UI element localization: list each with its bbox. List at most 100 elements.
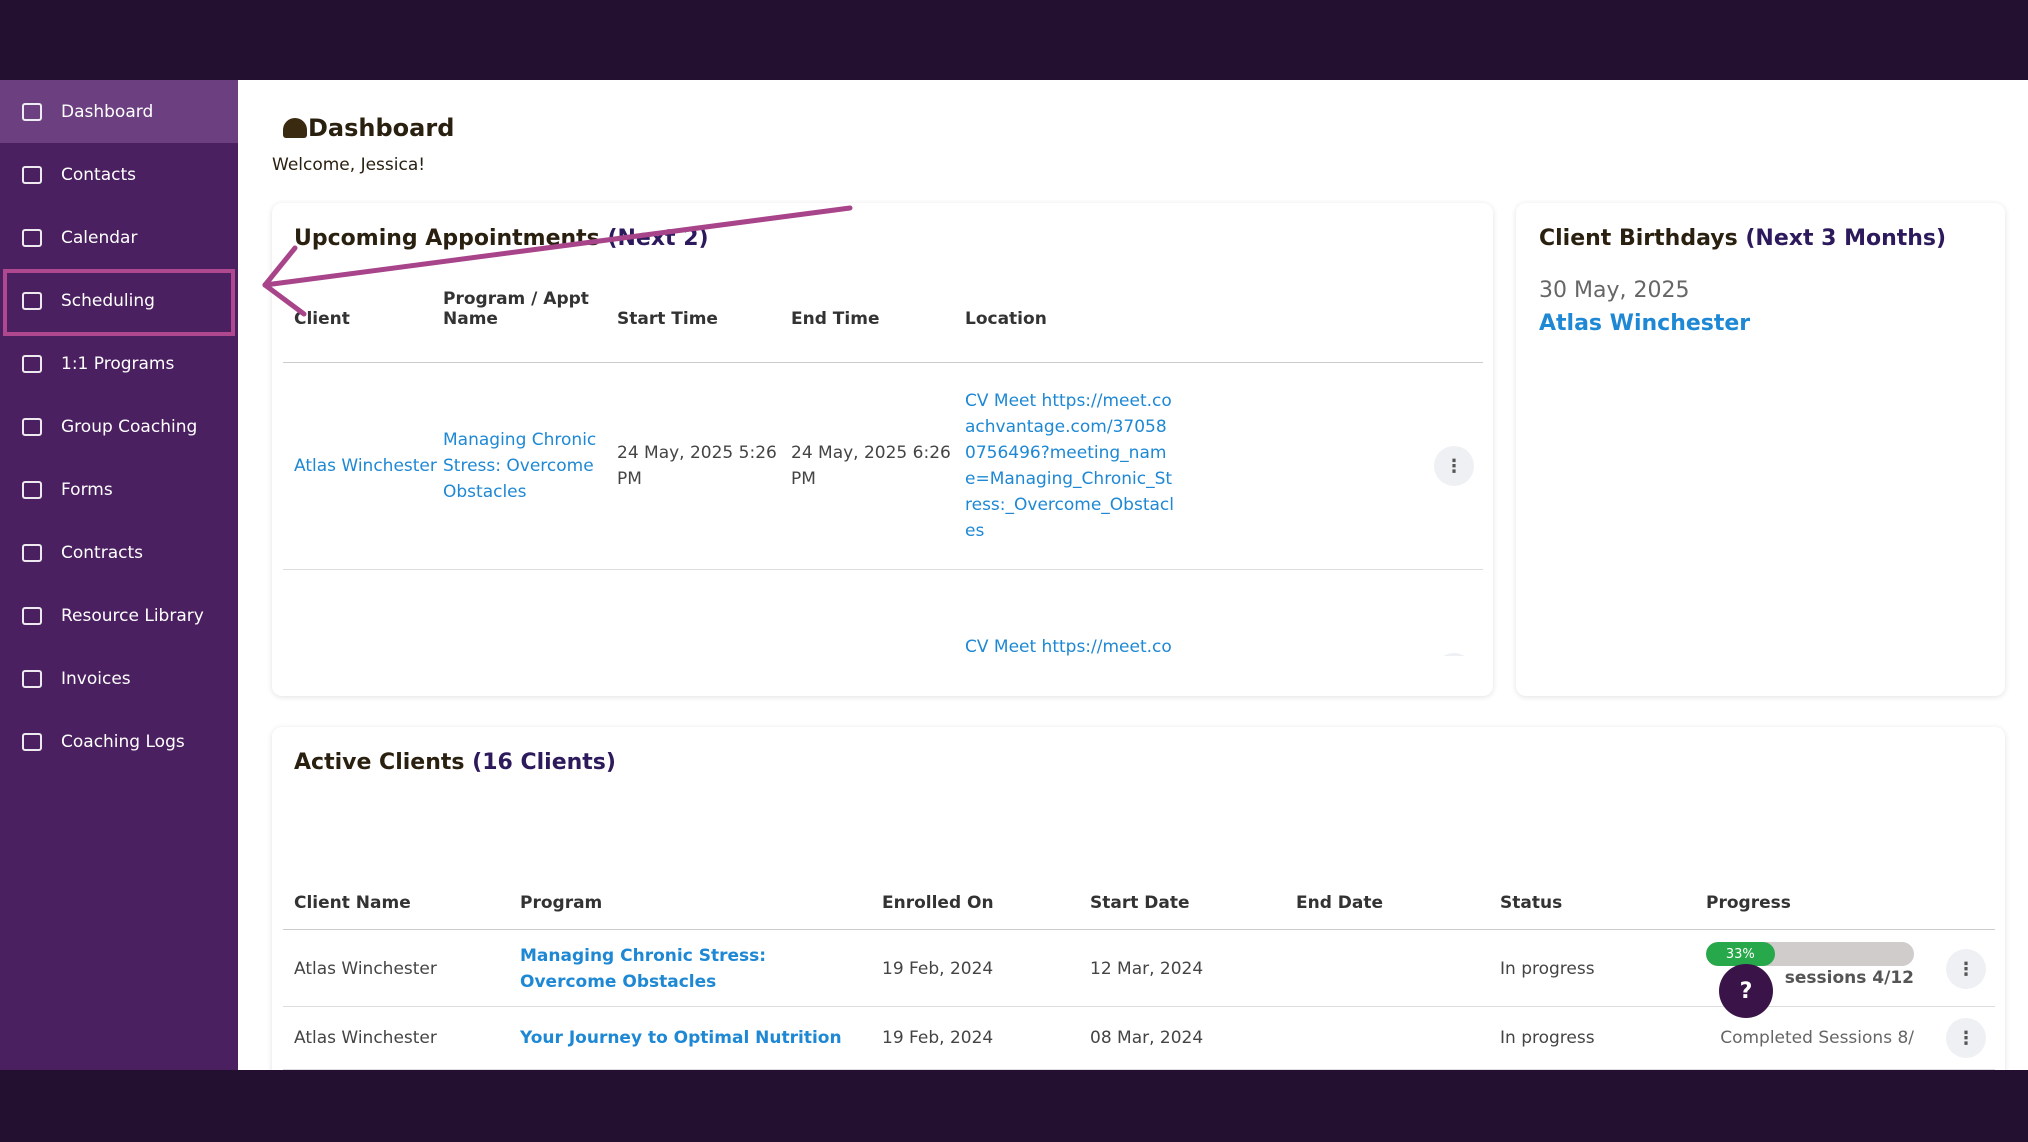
nav-icon	[22, 291, 42, 310]
nav-item[interactable]: Calendar	[0, 206, 238, 269]
cell: 12 Mar, 2024	[1090, 959, 1204, 979]
title-suffix: (16 Clients)	[472, 750, 616, 775]
cell: 19 Feb, 2024	[882, 1028, 994, 1048]
nav-label: Invoices	[61, 668, 131, 689]
cell: 24 May, 2025 5:26 PM	[617, 363, 787, 569]
cell: Atlas Winchester	[294, 1028, 437, 1048]
nav-icon	[22, 480, 42, 499]
progress-track: 33%	[1706, 942, 1914, 966]
top-bar	[0, 0, 2028, 80]
cell-text: CV Meet https://meet.coachvantage.com/37…	[965, 391, 1174, 541]
card-title: Active Clients (16 Clients)	[294, 750, 616, 775]
progress-fill: 33%	[1706, 942, 1775, 966]
cell	[791, 570, 961, 656]
nav-item[interactable]: Forms	[0, 458, 238, 521]
column-header: End Date	[1296, 893, 1384, 913]
progress-label: 33%	[1725, 946, 1755, 962]
nav-icon	[22, 606, 42, 625]
bottom-bar	[0, 1070, 2028, 1142]
column-header: Client Name	[294, 893, 411, 913]
cell: CV Meet https://meet.coachvantage.com/37…	[965, 363, 1175, 569]
nav-item[interactable]: 1:1 Programs	[0, 332, 238, 395]
card-title: Upcoming Appointments (Next 2)	[294, 226, 709, 251]
nav-item[interactable]: Dashboard	[0, 80, 238, 143]
nav-label: 1:1 Programs	[61, 353, 175, 374]
nav-icon	[22, 102, 42, 121]
page-title: Dashboard	[308, 114, 455, 142]
birthday-date: 30 May, 2025	[1539, 278, 1690, 303]
nav-icon	[22, 732, 42, 751]
nav-icon	[22, 354, 42, 373]
nav-item[interactable]: Resource Library	[0, 584, 238, 647]
birthdays-card: Client Birthdays (Next 3 Months) 30 May,…	[1516, 203, 2005, 696]
column-header: End Time	[791, 309, 880, 329]
column-header: Start Time	[617, 309, 718, 329]
title: Active Clients	[294, 750, 465, 775]
nav-icon	[22, 543, 42, 562]
nav-label: Resource Library	[61, 605, 204, 626]
nav-item[interactable]: Contracts	[0, 521, 238, 584]
clients-card: Active Clients (16 Clients) Client Name P…	[272, 727, 2005, 1070]
nav-label: Group Coaching	[61, 416, 198, 437]
row-menu[interactable]: ⋮	[1946, 949, 1986, 989]
row-menu[interactable]: ⋮	[1434, 446, 1474, 486]
separator	[283, 362, 1483, 363]
appointments-card: Upcoming Appointments (Next 2) Atlas Win…	[272, 203, 1493, 696]
nav-label: Forms	[61, 479, 113, 500]
column-header: Progress	[1706, 893, 1791, 913]
column-header: Enrolled On	[882, 893, 994, 913]
title-suffix: (Next 2)	[607, 226, 709, 251]
title: Upcoming Appointments	[294, 226, 600, 251]
title-suffix: (Next 3 Months)	[1745, 226, 1947, 251]
cell: In progress	[1500, 959, 1595, 979]
row-menu[interactable]: ⋮	[1434, 653, 1474, 656]
separator	[283, 1069, 1995, 1070]
cell	[294, 570, 464, 656]
welcome: Welcome, Jessica!	[272, 155, 426, 175]
cell: 19 Feb, 2024	[882, 959, 994, 979]
cell: Your Journey to Optimal Nutrition	[520, 1028, 842, 1048]
nav-item[interactable]: Coaching Logs	[0, 710, 238, 773]
nav-label: Coaching Logs	[61, 731, 185, 752]
nav-item[interactable]: Invoices	[0, 647, 238, 710]
cell: 08 Mar, 2024	[1090, 1028, 1204, 1048]
nav-label: Contracts	[61, 542, 143, 563]
nav-label: Calendar	[61, 227, 138, 248]
nav-item[interactable]: Group Coaching	[0, 395, 238, 458]
help-button[interactable]: ?	[1719, 964, 1773, 1018]
nav-label: Scheduling	[61, 290, 155, 311]
cell-text: 24 May, 2025 5:26 PM	[617, 443, 777, 489]
cell-text: Managing Chronic Stress: Overcome Obstac…	[443, 430, 597, 502]
cell: Managing Chronic Stress: Overcome Obstac…	[520, 946, 767, 992]
nav-label: Dashboard	[61, 101, 154, 122]
sessions: Completed Sessions 8/	[1720, 1028, 1914, 1048]
nav-icon	[22, 228, 42, 247]
cell: In progress	[1500, 1028, 1595, 1048]
appointments-scroll: Atlas Winchester Managing Chronic Stress:…	[272, 363, 1493, 656]
dashboard-icon	[283, 118, 307, 138]
cell: Atlas Winchester	[294, 959, 437, 979]
cell	[617, 570, 787, 656]
birthday-name[interactable]: Atlas Winchester	[1539, 311, 1751, 336]
cell: Managing Chronic	[443, 570, 613, 656]
column-header: Client	[294, 309, 350, 329]
sidebar: Dashboard Contacts Calendar Scheduling 1:1 P…	[0, 80, 238, 1070]
main: Dashboard Welcome, Jessica! Upcoming App…	[238, 80, 2028, 1070]
nav-item[interactable]: Scheduling	[0, 269, 238, 332]
highlight-box	[3, 269, 235, 336]
title: Client Birthdays	[1539, 226, 1738, 251]
nav-item[interactable]: Contacts	[0, 143, 238, 206]
column-header: Program	[520, 893, 603, 913]
nav-icon	[22, 165, 42, 184]
cell-text: CV Meet https://meet.coachvantage.com/15…	[965, 637, 1172, 656]
row-menu[interactable]: ⋮	[1946, 1018, 1986, 1058]
cell: Atlas Winchester	[294, 363, 464, 569]
column-header: Start Date	[1090, 893, 1190, 913]
nav-icon	[22, 417, 42, 436]
separator	[283, 569, 1483, 570]
column-header: Status	[1500, 893, 1563, 913]
cell: 24 May, 2025 6:26 PM	[791, 363, 961, 569]
nav-label: Contacts	[61, 164, 136, 185]
column-header: Location	[965, 309, 1047, 329]
